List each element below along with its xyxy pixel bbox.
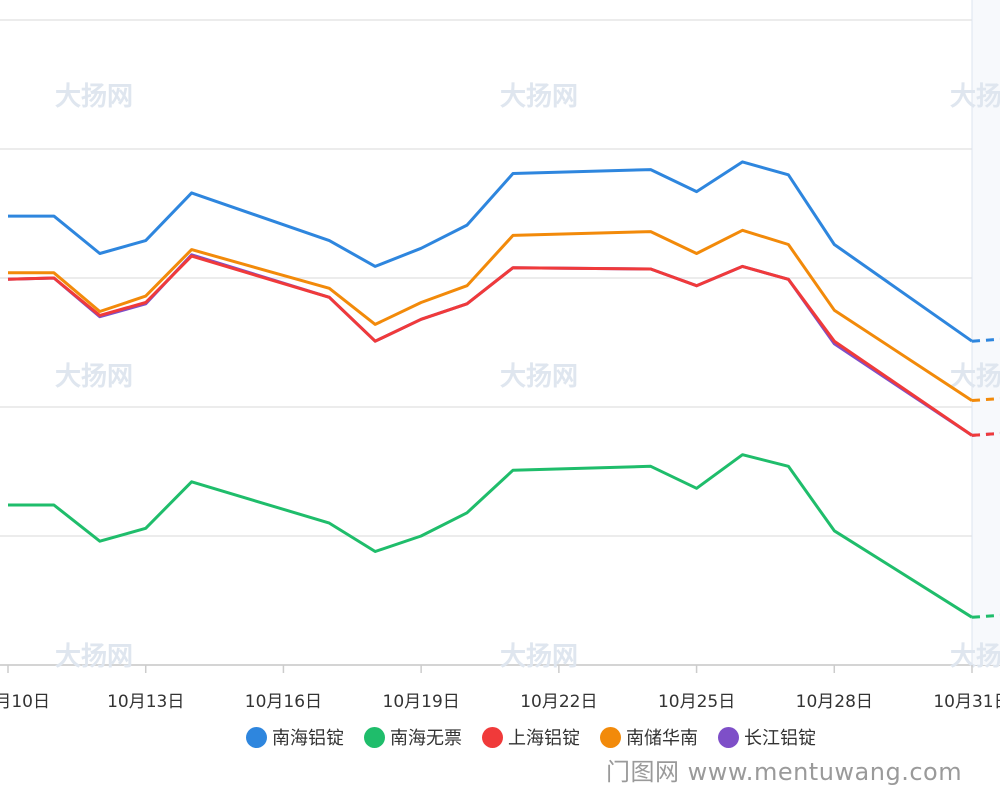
series-line-4 xyxy=(8,228,973,402)
legend-dot-icon xyxy=(246,726,267,748)
x-tick-label: 10月22日 xyxy=(520,692,597,712)
watermark-logo: 大扬网 xyxy=(950,362,1000,392)
series-line-3 xyxy=(7,254,973,437)
legend-dot-icon xyxy=(718,726,739,748)
x-tick-label: 10月25日 xyxy=(658,692,735,712)
legend-label: 南海无票 xyxy=(390,728,462,749)
series-line-1 xyxy=(8,160,973,343)
x-tick-label: 月10日 xyxy=(0,692,50,712)
legend: 南海铝锭 南海无票 上海铝锭 南储华南 长江铝锭 xyxy=(246,724,816,750)
x-tick-label: 10月28日 xyxy=(796,692,873,712)
legend-dot-icon xyxy=(364,726,385,748)
legend-dot-icon xyxy=(482,726,503,748)
series-forecast-line-1 xyxy=(971,337,1000,343)
watermark-logo: 大扬网 xyxy=(55,362,133,392)
site-watermark: 门图网 www.mentuwang.com xyxy=(606,758,963,786)
watermark-logo: 大扬网 xyxy=(500,82,578,112)
x-tick-label: 10月16日 xyxy=(245,692,322,712)
x-tick-label: 10月19日 xyxy=(383,692,460,712)
legend-item-1[interactable]: 南海铝锭 xyxy=(246,724,344,750)
legend-label: 长江铝锭 xyxy=(744,728,816,749)
line-chart: 大扬网大扬网大扬网大扬网大扬网大扬网大扬网大扬网大扬网 月10日10月13日10… xyxy=(0,0,1000,712)
x-tick-label: 10月13日 xyxy=(107,692,184,712)
series-line-2 xyxy=(8,453,973,619)
legend-item-4[interactable]: 南储华南 xyxy=(600,724,698,750)
grid-lines xyxy=(0,0,1000,666)
series-lines xyxy=(7,160,1000,619)
watermark-logo: 大扬网 xyxy=(55,82,133,112)
series-forecast-line-2 xyxy=(971,613,1000,619)
legend-item-5[interactable]: 长江铝锭 xyxy=(718,724,816,750)
legend-label: 南储华南 xyxy=(626,728,698,749)
series-line-5 xyxy=(7,253,973,437)
watermark-logo: 大扬网 xyxy=(950,82,1000,112)
watermark-logo: 大扬网 xyxy=(500,642,578,672)
series-forecast-line-3 xyxy=(971,431,1000,437)
x-axis: 月10日 10月13日 10月16日 10月19日 10月22日 10月25日 10月28日… xyxy=(0,665,1000,712)
watermark-logo: 大扬网 xyxy=(500,362,578,392)
series-forecast-line-4 xyxy=(971,397,1000,403)
legend-item-3[interactable]: 上海铝锭 xyxy=(482,724,580,750)
legend-label: 上海铝锭 xyxy=(508,728,580,749)
legend-label: 南海铝锭 xyxy=(272,728,344,749)
watermark-logo: 大扬网 xyxy=(950,642,1000,672)
watermark-logo: 大扬网 xyxy=(55,642,133,672)
watermark-logos: 大扬网大扬网大扬网大扬网大扬网大扬网大扬网大扬网大扬网 xyxy=(55,82,1000,672)
legend-item-2[interactable]: 南海无票 xyxy=(364,724,462,750)
x-tick-label: 10月31日 xyxy=(933,692,1000,712)
forecast-region xyxy=(972,0,1000,665)
legend-dot-icon xyxy=(600,726,621,748)
